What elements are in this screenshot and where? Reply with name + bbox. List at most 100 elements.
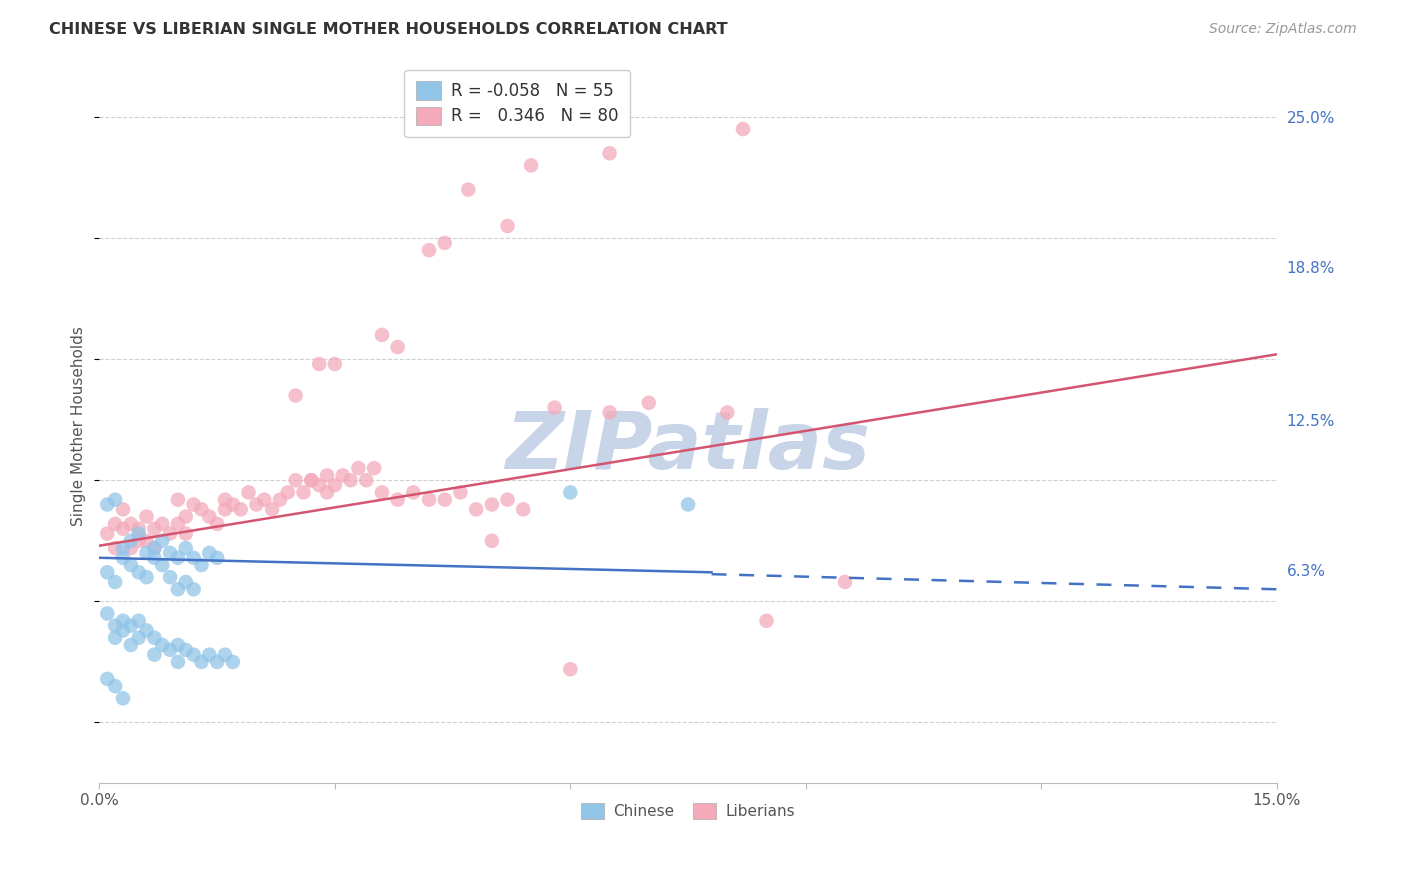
Point — [120, 541, 142, 555]
Point — [159, 643, 181, 657]
Point — [205, 550, 228, 565]
Point — [560, 662, 582, 676]
Point — [143, 550, 166, 565]
Point — [111, 550, 134, 565]
Point — [174, 509, 197, 524]
Point — [316, 468, 339, 483]
Point — [599, 405, 621, 419]
Point — [316, 485, 339, 500]
Point — [174, 574, 197, 589]
Point — [128, 533, 150, 548]
Text: ZIPatlas: ZIPatlas — [506, 409, 870, 486]
Point — [418, 243, 440, 257]
Point — [245, 498, 267, 512]
Point — [104, 631, 127, 645]
Point — [128, 631, 150, 645]
Point — [183, 582, 205, 597]
Point — [716, 405, 738, 419]
Point — [183, 498, 205, 512]
Point — [363, 461, 385, 475]
Point — [167, 638, 190, 652]
Point — [205, 655, 228, 669]
Point — [96, 607, 118, 621]
Point — [190, 558, 212, 572]
Point — [449, 485, 471, 500]
Point — [543, 401, 565, 415]
Point — [111, 541, 134, 555]
Point — [676, 498, 699, 512]
Point — [135, 546, 157, 560]
Point — [402, 485, 425, 500]
Point — [347, 461, 370, 475]
Point — [183, 648, 205, 662]
Point — [433, 235, 456, 250]
Point — [174, 526, 197, 541]
Point — [111, 624, 134, 638]
Point — [111, 502, 134, 516]
Point — [387, 492, 409, 507]
Point — [104, 679, 127, 693]
Point — [323, 478, 346, 492]
Point — [120, 558, 142, 572]
Point — [104, 541, 127, 555]
Point — [128, 614, 150, 628]
Point — [135, 533, 157, 548]
Text: CHINESE VS LIBERIAN SINGLE MOTHER HOUSEHOLDS CORRELATION CHART: CHINESE VS LIBERIAN SINGLE MOTHER HOUSEH… — [49, 22, 728, 37]
Point — [167, 582, 190, 597]
Point — [120, 638, 142, 652]
Point — [262, 502, 284, 516]
Point — [284, 388, 307, 402]
Point — [198, 509, 221, 524]
Point — [143, 631, 166, 645]
Point — [104, 618, 127, 632]
Point — [465, 502, 488, 516]
Point — [205, 516, 228, 531]
Point — [128, 522, 150, 536]
Point — [339, 473, 361, 487]
Point — [167, 655, 190, 669]
Point — [457, 183, 479, 197]
Point — [159, 570, 181, 584]
Point — [96, 566, 118, 580]
Point — [332, 468, 354, 483]
Point — [253, 492, 276, 507]
Point — [214, 502, 236, 516]
Point — [512, 502, 534, 516]
Point — [150, 638, 173, 652]
Point — [174, 643, 197, 657]
Point — [637, 396, 659, 410]
Point — [198, 648, 221, 662]
Point — [481, 498, 503, 512]
Point — [222, 498, 245, 512]
Point — [481, 533, 503, 548]
Point — [104, 516, 127, 531]
Point — [277, 485, 299, 500]
Point — [418, 492, 440, 507]
Point — [356, 473, 378, 487]
Point — [120, 516, 142, 531]
Point — [190, 655, 212, 669]
Point — [150, 516, 173, 531]
Point — [120, 618, 142, 632]
Point — [143, 541, 166, 555]
Point — [198, 546, 221, 560]
Point — [143, 648, 166, 662]
Point — [371, 485, 394, 500]
Point — [308, 478, 330, 492]
Point — [599, 146, 621, 161]
Point — [284, 473, 307, 487]
Point — [143, 522, 166, 536]
Point — [222, 655, 245, 669]
Point — [150, 533, 173, 548]
Point — [167, 516, 190, 531]
Point — [96, 498, 118, 512]
Point — [214, 492, 236, 507]
Legend: Chinese, Liberians: Chinese, Liberians — [575, 797, 801, 825]
Point — [496, 219, 519, 233]
Point — [96, 526, 118, 541]
Point — [323, 357, 346, 371]
Point — [135, 624, 157, 638]
Point — [299, 473, 322, 487]
Point — [214, 648, 236, 662]
Point — [167, 492, 190, 507]
